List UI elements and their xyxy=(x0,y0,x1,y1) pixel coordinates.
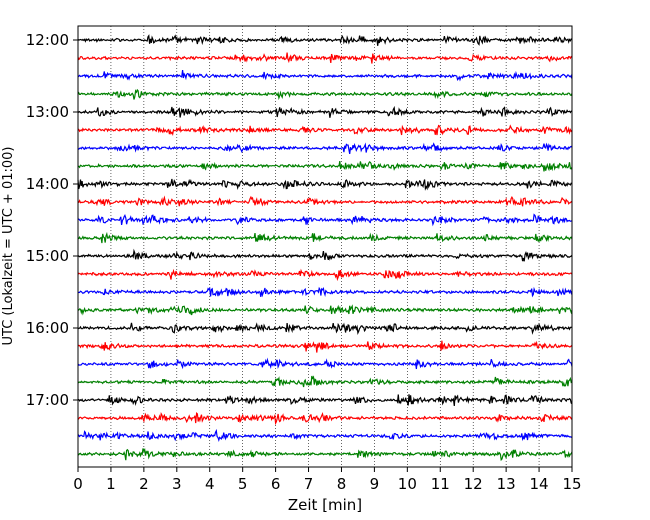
x-tick-label-12: 12 xyxy=(464,475,483,493)
trace-1630 xyxy=(77,357,573,370)
trace-1245 xyxy=(77,88,573,101)
trace-1700 xyxy=(78,394,573,407)
trace-1430 xyxy=(78,213,573,227)
y-tick-label-2: 14:00 xyxy=(26,175,69,193)
plot-frame xyxy=(77,25,573,468)
trace-1200 xyxy=(77,34,573,46)
x-axis-title: Zeit [min] xyxy=(288,496,362,514)
trace-1545 xyxy=(77,304,573,316)
trace-1345 xyxy=(77,161,573,172)
x-tick-label-4: 4 xyxy=(205,475,215,493)
x-tick-label-13: 13 xyxy=(497,475,516,493)
x-tick-label-6: 6 xyxy=(271,475,281,493)
trace-1415 xyxy=(77,195,573,207)
trace-1730 xyxy=(77,428,573,442)
trace-1530 xyxy=(77,286,573,298)
x-tick-label-0: 0 xyxy=(73,475,83,493)
trace-1600 xyxy=(77,322,573,335)
trace-1315 xyxy=(77,124,573,137)
x-tick-label-14: 14 xyxy=(530,475,549,493)
x-tick-label-10: 10 xyxy=(398,475,417,493)
trace-1715 xyxy=(77,411,573,426)
y-axis-title: UTC (Lokalzeit = UTC + 01:00) xyxy=(1,147,16,346)
x-tick-label-8: 8 xyxy=(337,475,347,493)
seismic-traces xyxy=(77,34,573,462)
trace-1615 xyxy=(77,340,573,353)
trace-1745 xyxy=(77,447,573,462)
trace-1215 xyxy=(77,52,573,64)
x-axis: 0 1 2 3 4 5 6 7 8 9 10 11 12 13 14 15 xyxy=(73,467,582,493)
x-tick-label-11: 11 xyxy=(431,475,450,493)
x-tick-label-2: 2 xyxy=(139,475,149,493)
y-tick-label-5: 17:00 xyxy=(26,391,69,409)
trace-1445 xyxy=(77,231,573,244)
trace-1230 xyxy=(77,70,573,82)
y-tick-label-1: 13:00 xyxy=(26,103,69,121)
trace-1645 xyxy=(77,375,573,388)
y-tick-label-3: 15:00 xyxy=(26,247,69,265)
x-tick-label-1: 1 xyxy=(106,475,116,493)
x-tick-label-3: 3 xyxy=(172,475,182,493)
trace-1500 xyxy=(77,248,573,262)
y-axis: 12:00 13:00 14:00 15:00 16:00 17:00 xyxy=(26,31,78,409)
y-tick-label-4: 16:00 xyxy=(26,319,69,337)
x-tick-label-15: 15 xyxy=(562,475,581,493)
trace-1515 xyxy=(77,268,573,282)
y-tick-label-0: 12:00 xyxy=(26,31,69,49)
trace-1400 xyxy=(77,178,573,191)
trace-1300 xyxy=(77,105,573,118)
trace-1330 xyxy=(77,142,573,155)
x-tick-label-7: 7 xyxy=(304,475,314,493)
x-tick-label-9: 9 xyxy=(370,475,380,493)
x-tick-label-5: 5 xyxy=(238,475,248,493)
